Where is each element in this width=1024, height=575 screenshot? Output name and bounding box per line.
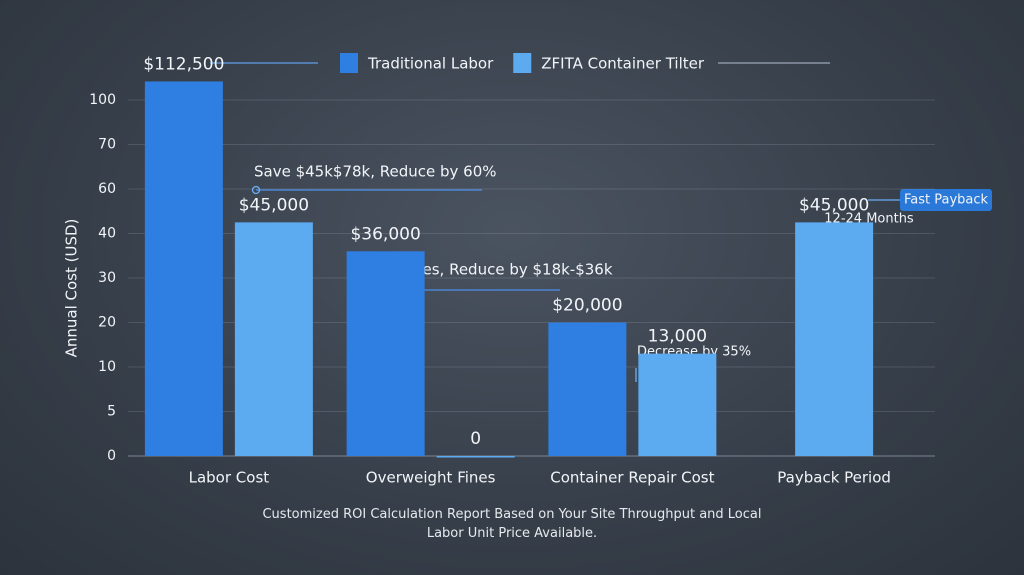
x-tick-label: Container Repair Cost [550, 469, 714, 487]
y-tick-label: 30 [98, 270, 116, 286]
y-tick-label: 70 [98, 137, 116, 153]
y-tick-label: 40 [98, 226, 116, 242]
annotation-dot [251, 185, 261, 195]
value-label: $36,000 [350, 224, 420, 244]
value-label: $112,500 [143, 54, 224, 74]
value-label: $45,000 [799, 195, 869, 215]
bar [346, 251, 425, 456]
annotation: Save $45k$78k, Reduce by 60% [254, 163, 497, 181]
bar [436, 456, 515, 458]
legend-label: Traditional Labor [367, 55, 494, 73]
footnote: Customized ROI Calculation Report Based … [262, 507, 762, 541]
chart: Annual Cost (USD) Save $45k$78k, Reduce … [63, 53, 992, 487]
annotation: Fast Payback [904, 193, 989, 208]
y-tick-label: 10 [98, 359, 116, 375]
y-axis-label: Annual Cost (USD) [63, 219, 81, 358]
y-tick-label: 0 [107, 448, 116, 464]
value-label: 0 [470, 429, 481, 449]
value-label: 13,000 [648, 327, 707, 347]
x-tick-label: Payback Period [777, 469, 891, 487]
legend-swatch [340, 53, 358, 73]
y-tick-label: 60 [98, 181, 116, 197]
value-label: $20,000 [552, 296, 622, 316]
y-tick-label: 100 [89, 92, 116, 108]
x-tick-label: Labor Cost [189, 469, 270, 487]
y-tick-label: 20 [98, 315, 116, 331]
y-tick-label: 5 [107, 404, 116, 420]
bar [795, 222, 874, 456]
bar [234, 222, 313, 456]
legend-swatch [513, 53, 532, 73]
annotation: Zero Fines, Reduce by $18k-$36k [362, 261, 613, 279]
bar [638, 353, 717, 456]
x-tick-label: Overweight Fines [366, 469, 496, 487]
bar [548, 322, 627, 456]
badge [900, 189, 992, 211]
bar [144, 81, 223, 456]
legend-label: ZFITA Container Tilter [541, 55, 705, 73]
value-label: $45,000 [239, 195, 309, 215]
